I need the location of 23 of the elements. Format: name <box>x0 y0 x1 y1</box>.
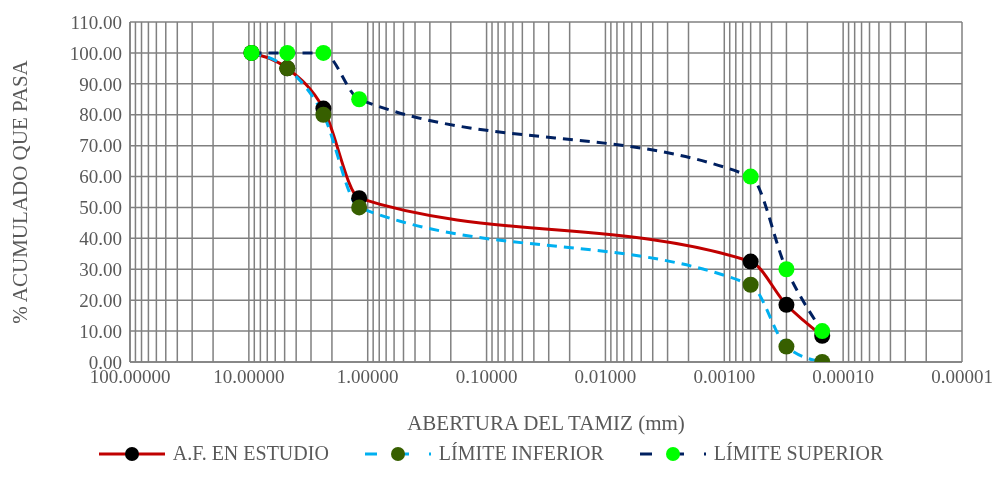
legend-label: LÍMITE INFERIOR <box>438 442 604 465</box>
x-tick-label: 1.00000 <box>336 366 399 388</box>
y-tick-label: 40.00 <box>79 228 122 250</box>
x-axis-title: ABERTURA DEL TAMIZ (mm) <box>407 411 685 435</box>
x-tick-label: 0.00001 <box>931 366 993 388</box>
y-axis-title: % ACUMULADO QUE PASA <box>8 59 33 324</box>
legend-label: LÍMITE SUPERIOR <box>713 442 884 465</box>
y-tick-label: 60.00 <box>79 166 122 188</box>
y-tick-label: 80.00 <box>79 104 122 126</box>
y-tick-label: 110.00 <box>70 11 122 33</box>
x-tick-label: 0.10000 <box>455 366 518 388</box>
y-tick-label: 70.00 <box>79 135 122 157</box>
y-tick-label: 30.00 <box>79 259 122 281</box>
y-tick-label: 50.00 <box>79 197 122 219</box>
x-tick-label: 10.00000 <box>213 366 285 388</box>
legend-label: A.F. EN ESTUDIO <box>172 442 329 465</box>
x-tick-label: 0.00010 <box>812 366 875 388</box>
y-tick-label: 100.00 <box>69 42 122 64</box>
y-tick-label: 10.00 <box>79 320 122 342</box>
y-tick-label: 90.00 <box>79 73 122 95</box>
x-tick-label: 0.01000 <box>574 366 637 388</box>
x-tick-label: 0.00100 <box>693 366 756 388</box>
y-tick-label: 20.00 <box>79 289 122 311</box>
